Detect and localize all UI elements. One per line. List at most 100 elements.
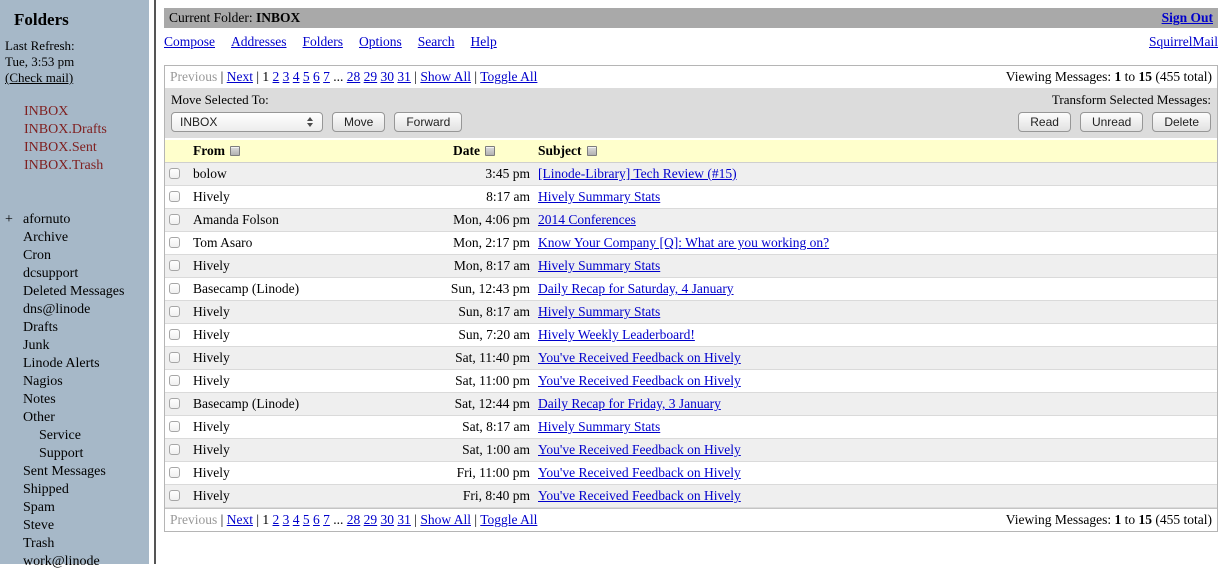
- message-subject-link[interactable]: Daily Recap for Saturday, 4 January: [538, 281, 734, 296]
- sidebar-folder-sent-messages[interactable]: Sent Messages: [5, 463, 149, 481]
- forward-button[interactable]: Forward: [394, 112, 463, 132]
- next-link[interactable]: Next: [226, 69, 253, 84]
- menu-help[interactable]: Help: [470, 34, 497, 49]
- sort-from-icon[interactable]: [230, 146, 240, 156]
- row-checkbox[interactable]: [169, 260, 180, 271]
- toggle-all-link[interactable]: Toggle All: [480, 512, 538, 527]
- collapse-icon[interactable]: +: [5, 212, 13, 227]
- row-checkbox[interactable]: [169, 237, 180, 248]
- row-checkbox[interactable]: [169, 352, 180, 363]
- message-subject-link[interactable]: Daily Recap for Friday, 3 January: [538, 396, 721, 411]
- row-checkbox[interactable]: [169, 306, 180, 317]
- page-4-link[interactable]: 4: [292, 69, 300, 84]
- sidebar-folder-nagios[interactable]: Nagios: [5, 373, 149, 391]
- unread-button[interactable]: Unread: [1079, 112, 1144, 132]
- menu-search[interactable]: Search: [417, 34, 455, 49]
- page-31-link[interactable]: 31: [397, 512, 411, 527]
- message-subject-link[interactable]: Know Your Company [Q]: What are you work…: [538, 235, 830, 250]
- row-checkbox[interactable]: [169, 444, 180, 455]
- sidebar-folder-dcsupport[interactable]: dcsupport: [5, 265, 149, 283]
- check-mail-link[interactable]: (Check mail): [5, 70, 74, 85]
- message-subject-link[interactable]: You've Received Feedback on Hively: [538, 488, 741, 503]
- row-checkbox[interactable]: [169, 375, 180, 386]
- message-subject-link[interactable]: You've Received Feedback on Hively: [538, 350, 741, 365]
- sidebar-folder-linode-alerts[interactable]: Linode Alerts: [5, 355, 149, 373]
- page-30-link[interactable]: 30: [380, 69, 395, 84]
- folder-select[interactable]: INBOX: [171, 112, 323, 132]
- page-2-link[interactable]: 2: [272, 512, 280, 527]
- move-button[interactable]: Move: [332, 112, 386, 132]
- row-checkbox[interactable]: [169, 467, 180, 478]
- message-subject-link[interactable]: [Linode-Library] Tech Review (#15): [538, 166, 737, 181]
- message-subject-link[interactable]: Hively Summary Stats: [538, 304, 661, 319]
- sidebar-folder-cron[interactable]: Cron: [5, 247, 149, 265]
- sidebar-folder-support[interactable]: Support: [5, 445, 149, 463]
- page-3-link[interactable]: 3: [282, 512, 290, 527]
- page-28-link[interactable]: 28: [346, 512, 361, 527]
- message-subject-link[interactable]: Hively Summary Stats: [538, 419, 661, 434]
- sidebar-folder-inbox-trash[interactable]: INBOX.Trash: [24, 158, 104, 173]
- sidebar-folder-deleted-messages[interactable]: Deleted Messages: [5, 283, 149, 301]
- page-3-link[interactable]: 3: [282, 69, 290, 84]
- sidebar-folder-afornuto[interactable]: + afornuto: [5, 211, 149, 229]
- message-subject-link[interactable]: You've Received Feedback on Hively: [538, 442, 741, 457]
- row-checkbox[interactable]: [169, 490, 180, 501]
- menu-options[interactable]: Options: [359, 34, 402, 49]
- toggle-all-link[interactable]: Toggle All: [480, 69, 538, 84]
- message-subject-link[interactable]: Hively Weekly Leaderboard!: [538, 327, 695, 342]
- message-subject-link[interactable]: Hively Summary Stats: [538, 189, 661, 204]
- page-7-link[interactable]: 7: [323, 69, 330, 84]
- show-all-link[interactable]: Show All: [420, 69, 471, 84]
- sidebar-folder-work-linode[interactable]: work@linode: [5, 553, 149, 571]
- page-7-link[interactable]: 7: [323, 512, 330, 527]
- delete-button[interactable]: Delete: [1152, 112, 1211, 132]
- message-subject-link[interactable]: 2014 Conferences: [538, 212, 636, 227]
- squirrelmail-link[interactable]: SquirrelMail: [1149, 34, 1218, 49]
- sidebar-folder-other[interactable]: Other: [5, 409, 149, 427]
- page-2-link[interactable]: 2: [272, 69, 280, 84]
- row-checkbox[interactable]: [169, 191, 180, 202]
- frame-divider[interactable]: [149, 0, 156, 564]
- sidebar-folder-inbox-sent[interactable]: INBOX.Sent: [24, 140, 97, 155]
- menu-addresses[interactable]: Addresses: [231, 34, 287, 49]
- row-checkbox[interactable]: [169, 168, 180, 179]
- sort-date-icon[interactable]: [485, 146, 495, 156]
- message-subject-link[interactable]: Hively Summary Stats: [538, 258, 661, 273]
- sign-out-link[interactable]: Sign Out: [1161, 10, 1213, 25]
- show-all-link[interactable]: Show All: [420, 512, 471, 527]
- sidebar-folder-steve[interactable]: Steve: [5, 517, 149, 535]
- read-button[interactable]: Read: [1018, 112, 1071, 132]
- row-checkbox[interactable]: [169, 283, 180, 294]
- sidebar-folder-spam[interactable]: Spam: [5, 499, 149, 517]
- page-6-link[interactable]: 6: [313, 69, 320, 84]
- sidebar-folder-inbox-drafts[interactable]: INBOX.Drafts: [24, 122, 107, 137]
- sidebar-folder-trash[interactable]: Trash: [5, 535, 149, 553]
- page-28-link[interactable]: 28: [346, 69, 361, 84]
- message-subject-link[interactable]: You've Received Feedback on Hively: [538, 465, 741, 480]
- menu-compose[interactable]: Compose: [164, 34, 216, 49]
- sort-subject-icon[interactable]: [586, 146, 597, 156]
- page-5-link[interactable]: 5: [302, 69, 310, 84]
- page-6-link[interactable]: 6: [313, 512, 320, 527]
- sidebar-folder-dns-linode[interactable]: dns@linode: [5, 301, 149, 319]
- page-4-link[interactable]: 4: [292, 512, 300, 527]
- sidebar-folder-archive[interactable]: Archive: [5, 229, 149, 247]
- sidebar-folder-notes[interactable]: Notes: [5, 391, 149, 409]
- sidebar-folder-shipped[interactable]: Shipped: [5, 481, 149, 499]
- row-checkbox[interactable]: [169, 398, 180, 409]
- page-29-link[interactable]: 29: [363, 512, 378, 527]
- next-link[interactable]: Next: [226, 512, 253, 527]
- page-30-link[interactable]: 30: [380, 512, 395, 527]
- sidebar-folder-drafts[interactable]: Drafts: [5, 319, 149, 337]
- page-31-link[interactable]: 31: [397, 69, 411, 84]
- page-5-link[interactable]: 5: [302, 512, 310, 527]
- row-checkbox[interactable]: [169, 421, 180, 432]
- sidebar-folder-service[interactable]: Service: [5, 427, 149, 445]
- sidebar-folder-inbox[interactable]: INBOX: [24, 104, 69, 119]
- page-29-link[interactable]: 29: [363, 69, 378, 84]
- menu-folders[interactable]: Folders: [302, 34, 344, 49]
- row-checkbox[interactable]: [169, 214, 180, 225]
- row-checkbox[interactable]: [169, 329, 180, 340]
- message-subject-link[interactable]: You've Received Feedback on Hively: [538, 373, 741, 388]
- sidebar-folder-junk[interactable]: Junk: [5, 337, 149, 355]
